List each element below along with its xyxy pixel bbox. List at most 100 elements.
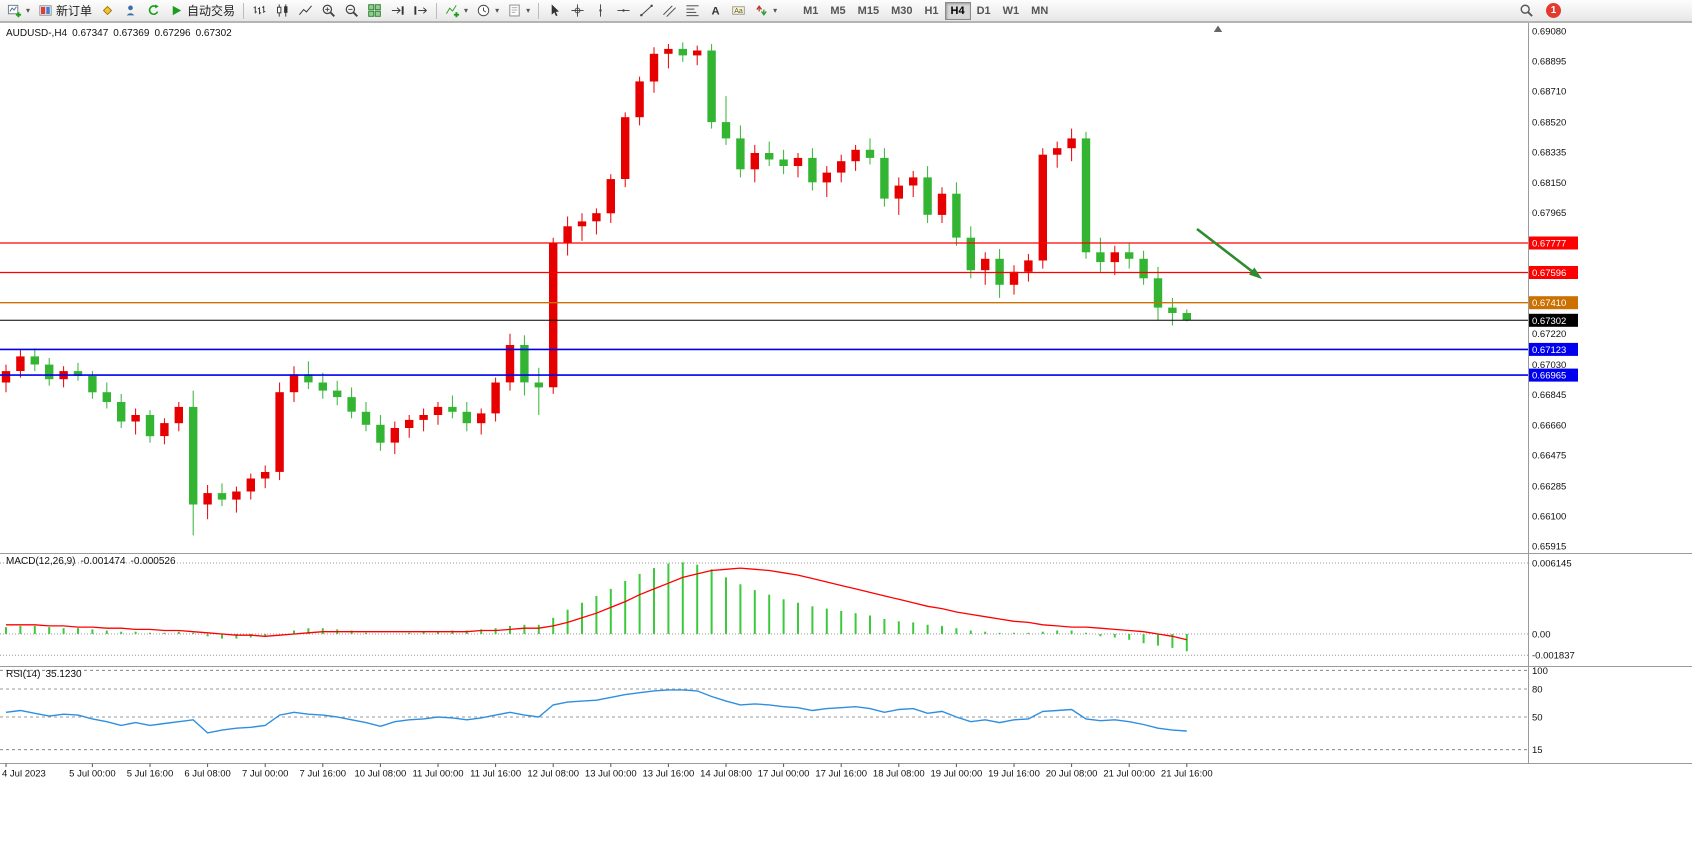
timeframe-h4[interactable]: H4 bbox=[944, 1, 971, 20]
bars-mode-icon bbox=[252, 3, 267, 18]
svg-text:7 Jul 16:00: 7 Jul 16:00 bbox=[300, 769, 346, 780]
timeframe-m5[interactable]: M5 bbox=[824, 2, 851, 20]
svg-text:0.68150: 0.68150 bbox=[1532, 178, 1566, 189]
tile-windows-button[interactable] bbox=[363, 1, 386, 21]
svg-text:0.66285: 0.66285 bbox=[1532, 481, 1566, 492]
text-label-button[interactable]: Aa bbox=[727, 1, 750, 21]
svg-text:11 Jul 00:00: 11 Jul 00:00 bbox=[412, 769, 463, 780]
level-lines[interactable]: 0.67777 0.67596 0.67410 0.67302 0.67123 0.669… bbox=[0, 236, 1578, 382]
svg-text:0.69080: 0.69080 bbox=[1532, 27, 1566, 38]
svg-text:0.67220: 0.67220 bbox=[1532, 329, 1566, 340]
macd-name: MACD(12,26,9) bbox=[6, 556, 76, 567]
svg-text:Aa: Aa bbox=[734, 8, 743, 15]
profiles-button[interactable] bbox=[119, 1, 142, 21]
timeframe-mn[interactable]: MN bbox=[1025, 2, 1054, 20]
toolbar-separator bbox=[436, 2, 438, 19]
time-axis[interactable]: 4 Jul 2023 5 Jul 00:00 5 Jul 16:00 6 Jul 08… bbox=[2, 763, 1213, 780]
svg-text:-0.001837: -0.001837 bbox=[1532, 651, 1575, 662]
arrows-tool-icon bbox=[754, 3, 769, 18]
price-axis: 0.69080 0.68895 0.68710 0.68520 0.68335 0.681… bbox=[1532, 27, 1566, 553]
autotrading-label: 自动交易 bbox=[187, 4, 236, 18]
play-icon bbox=[169, 3, 184, 18]
crosshair-button[interactable] bbox=[566, 1, 589, 21]
svg-text:0.68895: 0.68895 bbox=[1532, 57, 1566, 68]
timeframe-m15[interactable]: M15 bbox=[852, 2, 885, 20]
macd-pane[interactable]: 0.006145 0.00 -0.001837 bbox=[0, 559, 1575, 662]
candlestick-mode-button[interactable] bbox=[271, 1, 294, 21]
price-badge-0.67410 bbox=[1529, 296, 1578, 310]
metaeditor-button[interactable] bbox=[96, 1, 119, 21]
timeframe-w1[interactable]: W1 bbox=[997, 2, 1026, 20]
chart-shift-button[interactable] bbox=[409, 1, 432, 21]
timeframe-m30[interactable]: M30 bbox=[885, 2, 918, 20]
cursor-button[interactable] bbox=[543, 1, 566, 21]
zoom-in-icon bbox=[321, 3, 336, 18]
auto-scroll-button[interactable] bbox=[386, 1, 409, 21]
price-badge-0.67596 bbox=[1529, 266, 1578, 279]
rsi-pane[interactable]: 100 80 50 15 bbox=[0, 666, 1548, 756]
trendline-icon bbox=[639, 3, 654, 18]
svg-text:0.66475: 0.66475 bbox=[1532, 450, 1566, 461]
zoom-out-button[interactable] bbox=[340, 1, 363, 21]
svg-text:0.66660: 0.66660 bbox=[1532, 420, 1566, 431]
timeframe-d1[interactable]: D1 bbox=[971, 2, 997, 20]
search-icon bbox=[1519, 3, 1534, 18]
svg-text:80: 80 bbox=[1532, 685, 1543, 696]
timeframe-m1[interactable]: M1 bbox=[797, 2, 824, 20]
zoom-out-icon bbox=[344, 3, 359, 18]
price-badge-0.67123 bbox=[1529, 342, 1578, 356]
svg-text:15: 15 bbox=[1532, 745, 1543, 756]
text-tool-icon: A bbox=[708, 3, 723, 18]
svg-text:0.65915: 0.65915 bbox=[1532, 542, 1566, 553]
svg-text:0.67410: 0.67410 bbox=[1532, 298, 1566, 309]
channel-icon bbox=[662, 3, 677, 18]
timeframe-h1[interactable]: H1 bbox=[918, 2, 944, 20]
bar-chart-mode-button[interactable] bbox=[248, 1, 271, 21]
high-value: 0.67369 bbox=[113, 28, 150, 39]
templates-button[interactable]: ▾ bbox=[503, 1, 534, 21]
candles[interactable] bbox=[1, 42, 1191, 536]
svg-text:14 Jul 08:00: 14 Jul 08:00 bbox=[700, 769, 752, 780]
svg-text:0.68710: 0.68710 bbox=[1532, 87, 1566, 98]
refresh-button[interactable] bbox=[142, 1, 165, 21]
vline-icon bbox=[593, 3, 608, 18]
trend-arrow[interactable] bbox=[1196, 227, 1262, 279]
toolbar-separator bbox=[243, 2, 245, 19]
dropdown-caret-icon: ▾ bbox=[526, 6, 531, 15]
clock-icon bbox=[476, 3, 491, 18]
refresh-icon bbox=[146, 3, 161, 18]
macd-pane-label: MACD(12,26,9) -0.001474 -0.000526 bbox=[6, 556, 181, 567]
equidistant-channel-button[interactable] bbox=[658, 1, 681, 21]
periods-button[interactable]: ▾ bbox=[472, 1, 503, 21]
new-chart-button[interactable]: ▾ bbox=[3, 1, 34, 21]
template-icon bbox=[507, 3, 522, 18]
svg-text:0.006145: 0.006145 bbox=[1532, 559, 1572, 570]
svg-text:0.68520: 0.68520 bbox=[1532, 118, 1566, 129]
trendline-button[interactable] bbox=[635, 1, 658, 21]
text-button[interactable]: A bbox=[704, 1, 727, 21]
chart-shift-marker-icon bbox=[1213, 25, 1223, 32]
vertical-line-button[interactable] bbox=[589, 1, 612, 21]
line-chart-mode-button[interactable] bbox=[294, 1, 317, 21]
autotrading-button[interactable]: 自动交易 bbox=[165, 1, 239, 21]
zoom-in-button[interactable] bbox=[317, 1, 340, 21]
svg-text:5 Jul 00:00: 5 Jul 00:00 bbox=[69, 769, 115, 780]
search-button[interactable] bbox=[1515, 1, 1538, 21]
diamond-icon bbox=[100, 3, 115, 18]
indicators-button[interactable]: ▾ bbox=[441, 1, 472, 21]
shift-icon bbox=[413, 3, 428, 18]
close-value: 0.67302 bbox=[195, 28, 232, 39]
svg-text:0.66845: 0.66845 bbox=[1532, 390, 1566, 401]
svg-text:17 Jul 00:00: 17 Jul 00:00 bbox=[758, 769, 810, 780]
tile-icon bbox=[367, 3, 382, 18]
horizontal-line-button[interactable] bbox=[612, 1, 635, 21]
new-order-button[interactable]: 新订单 bbox=[34, 1, 96, 21]
arrows-button[interactable]: ▾ bbox=[750, 1, 781, 21]
indicator-plus-icon bbox=[445, 3, 460, 18]
hline-icon bbox=[616, 3, 631, 18]
notification-badge[interactable]: 1 bbox=[1546, 3, 1561, 18]
svg-text:0.68335: 0.68335 bbox=[1532, 148, 1566, 159]
fibonacci-retracement-button[interactable] bbox=[681, 1, 704, 21]
